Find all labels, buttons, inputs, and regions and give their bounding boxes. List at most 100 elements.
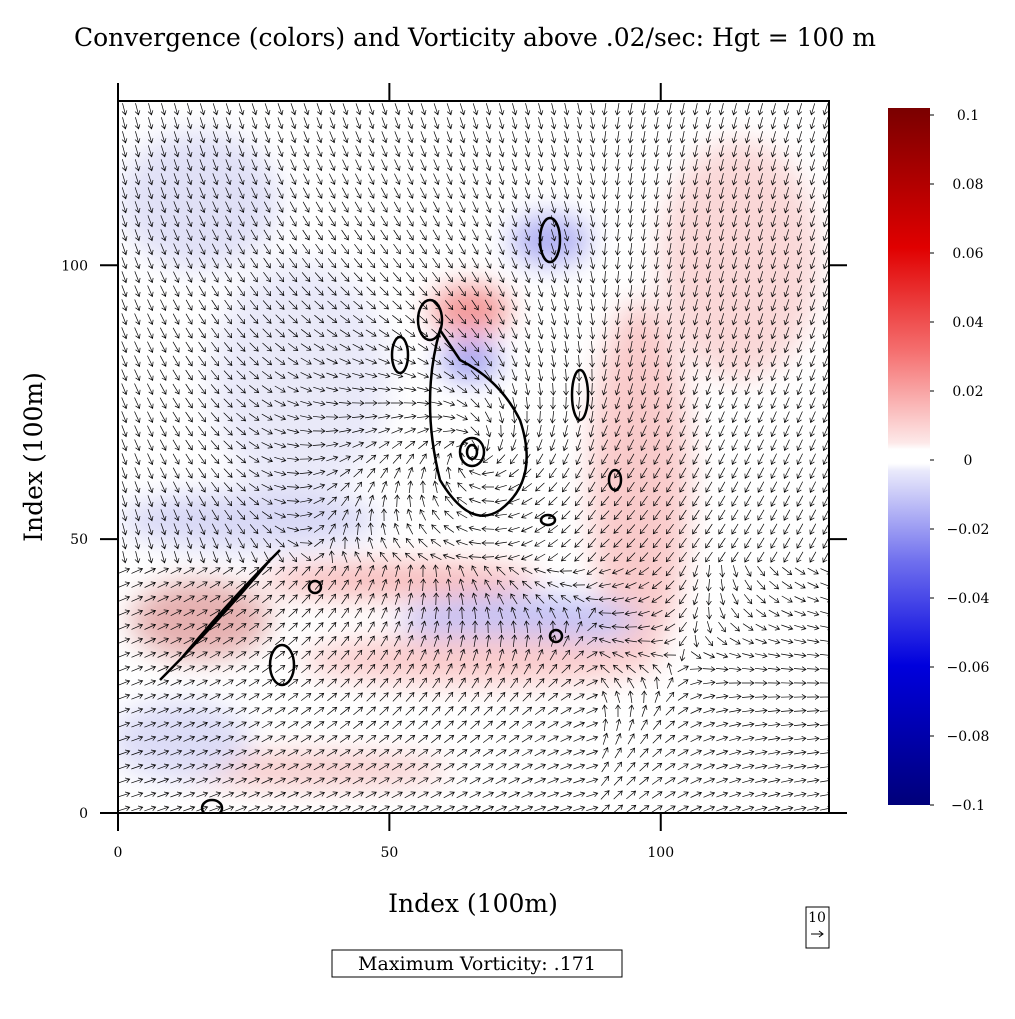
wind-arrow xyxy=(560,721,572,729)
wind-arrow xyxy=(510,620,517,634)
wind-arrow xyxy=(537,131,544,144)
wind-arrow xyxy=(199,523,206,536)
wind-arrow xyxy=(549,410,556,424)
wind-arrow xyxy=(705,201,712,214)
wind-arrow xyxy=(121,327,128,340)
wind-arrow xyxy=(494,526,507,533)
wind-arrow xyxy=(780,694,794,700)
wind-arrow xyxy=(419,677,427,689)
wind-arrow xyxy=(405,537,415,548)
wind-arrow xyxy=(640,103,647,116)
wind-arrow xyxy=(783,383,790,396)
wind-arrow xyxy=(627,677,635,689)
wind-arrow xyxy=(692,579,699,592)
wind-arrow xyxy=(224,523,232,535)
wind-arrow xyxy=(170,735,183,742)
wind-arrow xyxy=(598,582,611,589)
wind-arrow xyxy=(223,342,233,353)
wind-arrow xyxy=(274,371,286,379)
wind-arrow xyxy=(563,620,570,634)
wind-arrow xyxy=(236,412,247,422)
wind-arrow xyxy=(705,425,712,438)
wind-arrow xyxy=(624,596,637,603)
wind-arrow xyxy=(170,581,182,589)
wind-arrow xyxy=(511,355,518,368)
wind-arrow xyxy=(300,497,313,504)
wind-arrow xyxy=(393,537,401,549)
wind-arrow xyxy=(483,691,493,702)
wind-arrow xyxy=(705,187,712,200)
wind-arrow xyxy=(508,567,520,575)
wind-arrow xyxy=(237,271,245,283)
wind-arrow xyxy=(170,721,183,728)
wind-arrow xyxy=(251,145,258,158)
wind-arrow xyxy=(287,791,299,798)
wind-arrow xyxy=(443,525,455,533)
wind-arrow xyxy=(744,481,752,493)
wind-arrow xyxy=(796,159,803,172)
wind-arrow xyxy=(796,467,803,479)
wind-arrow xyxy=(589,229,596,242)
wind-arrow xyxy=(484,271,492,283)
wind-arrow xyxy=(627,383,634,396)
wind-arrow xyxy=(601,158,608,172)
wind-arrow xyxy=(601,369,608,382)
wind-arrow xyxy=(562,481,570,493)
wind-arrow xyxy=(185,341,193,353)
wind-arrow xyxy=(702,666,716,672)
wind-arrow xyxy=(431,691,441,702)
wind-arrow xyxy=(172,425,180,437)
wind-arrow xyxy=(524,103,531,116)
wind-arrow xyxy=(420,103,427,116)
wind-arrow xyxy=(367,551,375,563)
wind-arrow xyxy=(705,117,712,130)
wind-arrow xyxy=(613,552,623,562)
wind-arrow xyxy=(248,483,260,491)
wind-arrow xyxy=(677,721,689,729)
wind-arrow xyxy=(768,791,781,798)
wind-arrow xyxy=(212,537,219,550)
wind-arrow xyxy=(690,735,702,743)
wind-arrow xyxy=(238,187,245,200)
wind-arrow xyxy=(757,565,765,577)
wind-arrow xyxy=(446,159,453,172)
wind-arrow xyxy=(159,397,167,409)
wind-arrow xyxy=(496,720,507,730)
wind-arrow xyxy=(757,103,764,116)
wind-arrow xyxy=(744,509,752,521)
wind-arrow xyxy=(653,159,660,172)
wind-arrow xyxy=(301,650,311,660)
wind-arrow xyxy=(212,551,219,564)
wind-arrow xyxy=(237,299,245,311)
wind-arrow xyxy=(511,131,518,144)
wind-arrow xyxy=(586,805,599,812)
wind-arrow xyxy=(498,271,505,283)
wind-arrow xyxy=(144,665,157,672)
wind-arrow xyxy=(379,706,389,716)
wind-arrow xyxy=(822,145,829,158)
wind-arrow xyxy=(378,763,390,771)
wind-arrow xyxy=(757,509,765,521)
wind-arrow xyxy=(224,496,233,507)
wind-arrow xyxy=(419,201,427,213)
wind-arrow xyxy=(210,412,220,422)
wind-arrow xyxy=(588,467,596,479)
wind-arrow xyxy=(470,398,480,408)
reference-box xyxy=(805,906,830,949)
wind-arrow xyxy=(588,481,596,493)
wind-arrow xyxy=(521,805,534,812)
annotation-box xyxy=(331,949,623,978)
wind-arrow xyxy=(328,229,336,241)
wind-arrow xyxy=(508,805,521,812)
wind-arrow xyxy=(640,439,648,452)
wind-arrow xyxy=(222,791,235,798)
wind-arrow xyxy=(377,400,391,406)
wind-arrow xyxy=(627,411,634,424)
wind-arrow xyxy=(483,720,494,730)
wind-arrow xyxy=(563,243,570,256)
wind-arrow xyxy=(367,201,375,213)
wind-arrow xyxy=(147,187,154,200)
wind-arrow xyxy=(404,777,416,785)
wind-arrow xyxy=(468,525,481,532)
wind-arrow xyxy=(314,593,324,604)
